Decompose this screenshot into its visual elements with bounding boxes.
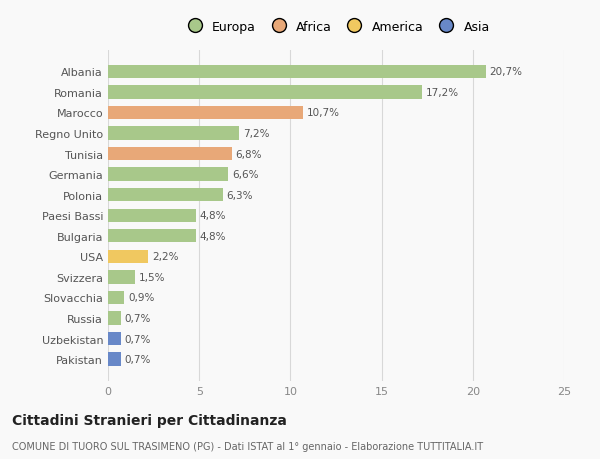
Text: 2,2%: 2,2%: [152, 252, 178, 262]
Text: 1,5%: 1,5%: [139, 272, 166, 282]
Text: Cittadini Stranieri per Cittadinanza: Cittadini Stranieri per Cittadinanza: [12, 413, 287, 427]
Bar: [108, 189, 223, 202]
Bar: [108, 250, 148, 263]
Text: 17,2%: 17,2%: [425, 88, 458, 98]
Text: 0,9%: 0,9%: [128, 293, 154, 303]
Text: 0,7%: 0,7%: [124, 354, 151, 364]
Bar: [108, 66, 485, 79]
Bar: [108, 127, 239, 140]
Text: 6,8%: 6,8%: [236, 149, 262, 159]
Bar: [108, 312, 121, 325]
Text: 4,8%: 4,8%: [199, 211, 226, 221]
Text: 0,7%: 0,7%: [124, 313, 151, 323]
Text: 7,2%: 7,2%: [243, 129, 269, 139]
Bar: [108, 106, 303, 120]
Bar: [108, 147, 232, 161]
Bar: [108, 209, 196, 223]
Text: 20,7%: 20,7%: [489, 67, 522, 77]
Text: COMUNE DI TUORO SUL TRASIMENO (PG) - Dati ISTAT al 1° gennaio - Elaborazione TUT: COMUNE DI TUORO SUL TRASIMENO (PG) - Dat…: [12, 441, 483, 451]
Bar: [108, 86, 422, 99]
Bar: [108, 168, 229, 181]
Text: 6,3%: 6,3%: [227, 190, 253, 200]
Legend: Europa, Africa, America, Asia: Europa, Africa, America, Asia: [178, 17, 494, 38]
Text: 4,8%: 4,8%: [199, 231, 226, 241]
Bar: [108, 291, 124, 304]
Bar: [108, 353, 121, 366]
Bar: [108, 271, 136, 284]
Text: 0,7%: 0,7%: [124, 334, 151, 344]
Bar: [108, 332, 121, 346]
Bar: [108, 230, 196, 243]
Text: 10,7%: 10,7%: [307, 108, 340, 118]
Text: 6,6%: 6,6%: [232, 170, 259, 180]
